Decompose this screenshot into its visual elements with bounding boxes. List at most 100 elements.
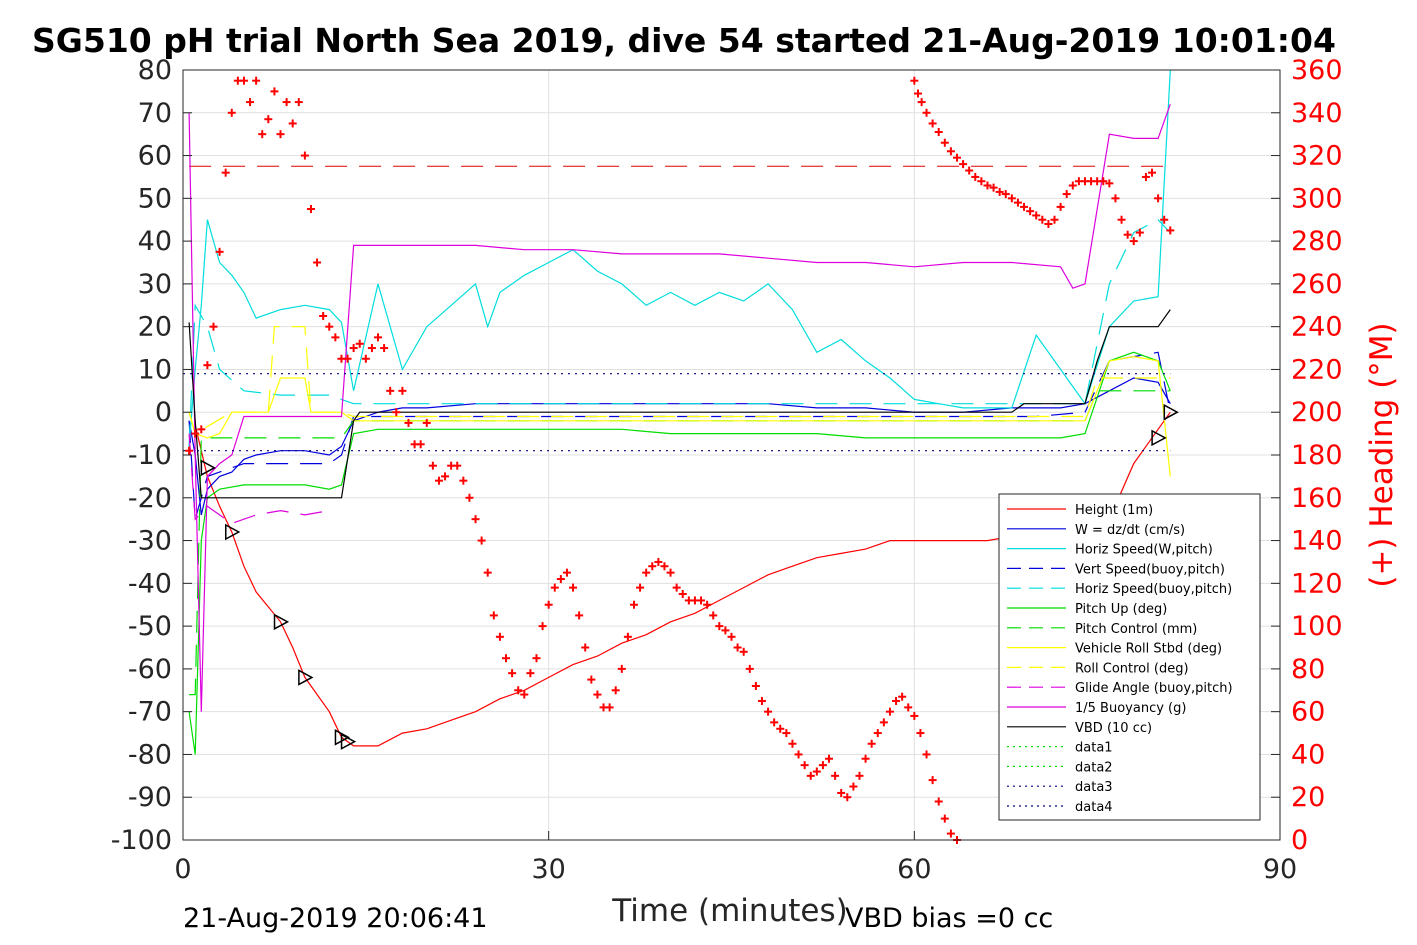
heading-point	[934, 797, 943, 806]
right-tick-label: 180	[1291, 440, 1343, 471]
legend-label: Vehicle Roll Stbd (deg)	[1075, 642, 1222, 657]
heading-point	[1007, 194, 1016, 203]
heading-point	[837, 788, 846, 797]
heading-point	[380, 344, 389, 353]
heading-point	[794, 750, 803, 759]
right-tick-label: 320	[1291, 141, 1343, 172]
heading-point	[1166, 226, 1175, 235]
heading-point	[331, 333, 340, 342]
heading-point	[898, 692, 907, 701]
right-tick-label: 260	[1291, 269, 1343, 300]
heading-point	[246, 98, 255, 107]
heading-point	[892, 696, 901, 705]
heading-point	[313, 258, 322, 267]
right-tick-label: 160	[1291, 483, 1343, 514]
heading-point	[1056, 202, 1065, 211]
heading-point	[843, 793, 852, 802]
heading-point	[904, 703, 913, 712]
legend-label: data1	[1075, 741, 1113, 756]
left-tick-label: -40	[128, 568, 172, 599]
heading-point	[917, 98, 926, 107]
heading-point	[392, 408, 401, 417]
heading-point	[374, 333, 383, 342]
heading-point	[209, 322, 218, 331]
heading-point	[1111, 194, 1120, 203]
heading-point	[587, 675, 596, 684]
series-line-2	[188, 69, 1171, 447]
heading-point	[428, 461, 437, 470]
heading-point	[733, 643, 742, 652]
heading-point	[818, 761, 827, 770]
heading-point	[294, 98, 303, 107]
heading-point	[812, 767, 821, 776]
bottom-axis-ticks: 0 30 60 90	[174, 831, 1297, 885]
x-axis-label: Time (minutes)	[611, 893, 847, 929]
heading-point	[806, 771, 815, 780]
right-tick-label: 80	[1291, 654, 1325, 685]
heading-point	[916, 729, 925, 738]
height-marker	[200, 459, 216, 477]
heading-point	[191, 429, 200, 438]
height-marker	[273, 613, 290, 631]
heading-point	[453, 461, 462, 470]
heading-point	[952, 153, 961, 162]
heading-point	[867, 739, 876, 748]
legend-label: Roll Control (deg)	[1075, 661, 1189, 676]
heading-point	[502, 654, 511, 663]
heading-point	[617, 664, 626, 673]
heading-point	[434, 476, 443, 485]
heading-point	[1117, 215, 1126, 224]
left-tick-label: -80	[128, 739, 172, 770]
series-line-6	[189, 390, 1171, 696]
heading-point	[971, 172, 980, 181]
heading-point	[556, 575, 565, 584]
right-axis-ticks: 0 20 40 60 80 100 120 140 160 180 200 220 240 260 280 3…	[1271, 55, 1343, 856]
left-tick-label: -100	[111, 825, 172, 856]
left-tick-label: 10	[138, 354, 172, 385]
legend-label: data3	[1075, 780, 1113, 795]
height-marker	[1163, 403, 1179, 421]
heading-point	[764, 707, 773, 716]
heading-point	[581, 643, 590, 652]
chart-title: SG510 pH trial North Sea 2019, dive 54 s…	[32, 21, 1336, 60]
left-tick-label: 60	[138, 141, 172, 172]
heading-point	[483, 568, 492, 577]
right-tick-label: 0	[1291, 825, 1308, 856]
heading-point	[349, 344, 358, 353]
heading-point	[404, 418, 413, 427]
heading-point	[575, 611, 584, 620]
heading-point	[703, 600, 712, 609]
heading-point	[611, 686, 620, 695]
heading-point	[666, 568, 675, 577]
heading-point	[221, 168, 230, 177]
heading-point	[367, 344, 376, 353]
heading-point	[386, 386, 395, 395]
height-marker	[340, 733, 357, 750]
heading-point	[946, 829, 955, 838]
legend-label: W = dz/dt (cm/s)	[1075, 523, 1185, 538]
heading-point	[252, 76, 261, 85]
series-line-7	[188, 355, 1171, 477]
left-tick-label: 80	[138, 55, 172, 86]
right-tick-label: 220	[1291, 354, 1343, 385]
heading-point	[416, 440, 425, 449]
right-tick-label: 140	[1291, 526, 1343, 557]
right-tick-label: 120	[1291, 568, 1343, 599]
heading-point	[788, 739, 797, 748]
heading-point	[642, 568, 651, 577]
heading-point	[398, 386, 407, 395]
legend-label: Pitch Control (mm)	[1075, 622, 1197, 637]
heading-point	[562, 568, 571, 577]
heading-point	[855, 771, 864, 780]
right-tick-label: 100	[1291, 611, 1343, 642]
legend-label: Height (1m)	[1075, 503, 1153, 518]
heading-point	[477, 536, 486, 545]
heading-point	[940, 138, 949, 147]
heading-point	[989, 183, 998, 192]
footer-timestamp: 21-Aug-2019 20:06:41	[183, 903, 488, 934]
right-tick-label: 280	[1291, 226, 1343, 257]
heading-point	[343, 354, 352, 363]
height-marker	[1151, 429, 1167, 447]
heading-point	[1154, 194, 1163, 203]
right-tick-label: 300	[1291, 183, 1343, 214]
